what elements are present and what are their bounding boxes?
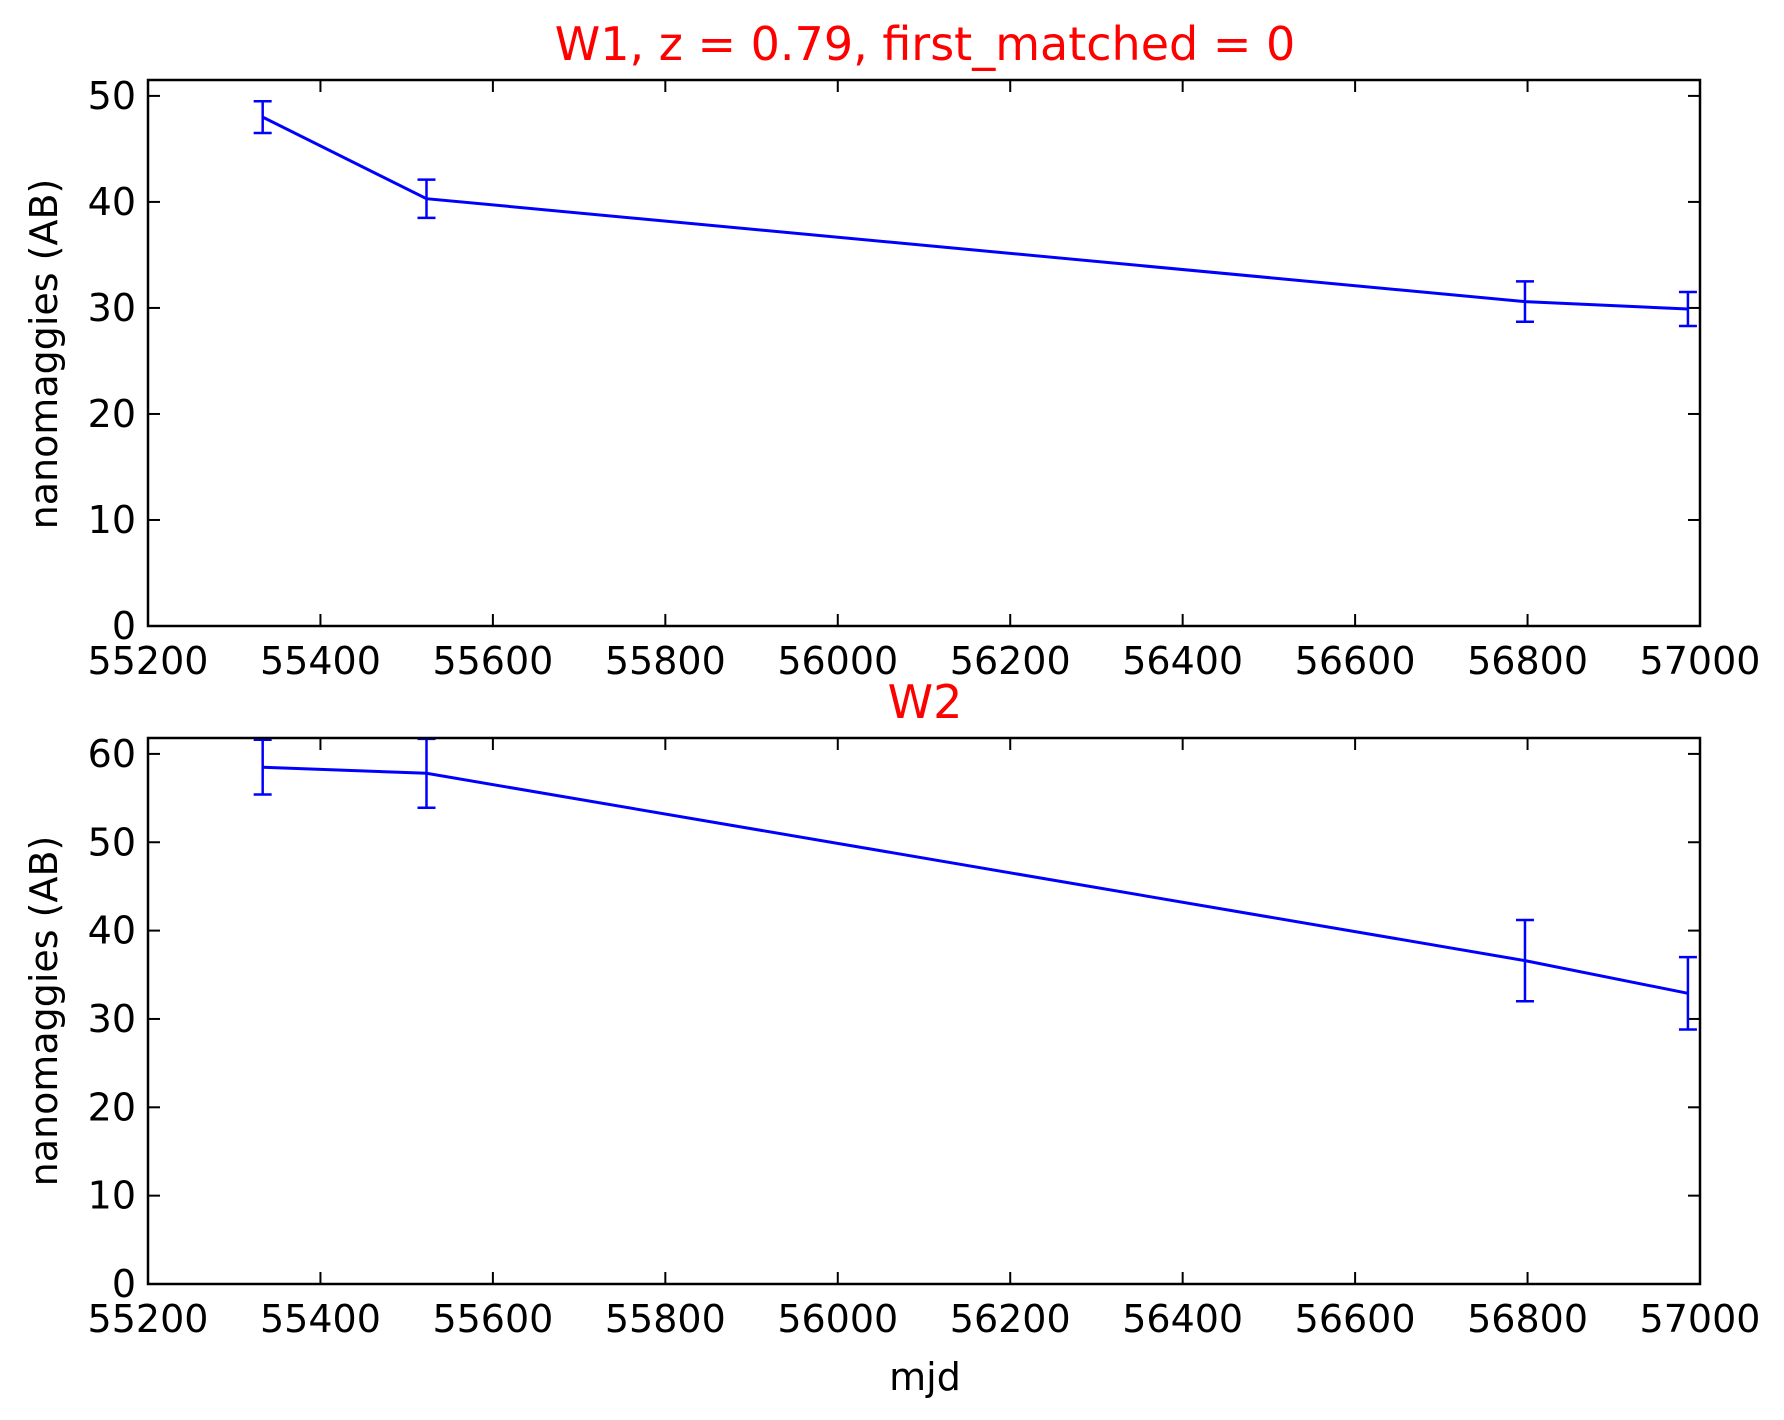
w1-title: W1, z = 0.79, first_matched = 0 (555, 17, 1296, 71)
w1-ticks: 55200 55400 55600 55800 56000 56200 56400 56600… (88, 74, 1761, 683)
w1-y-tick-label: 20 (88, 392, 136, 436)
w2-y-tick-label: 0 (112, 1262, 136, 1306)
w2-ticks: 55200 55400 55600 55800 56000 56200 56400 56600… (88, 732, 1761, 1341)
w2-y-tick-label: 40 (88, 909, 136, 953)
w1-x-tick-label: 55800 (605, 639, 726, 683)
w2-series-line (262, 765, 1689, 995)
w1-plot-frame (146, 78, 1702, 628)
w1-x-tick-label: 57000 (1640, 639, 1761, 683)
w1-x-tick-label: 56200 (950, 639, 1071, 683)
w2-title: W2 (888, 675, 963, 729)
w1-x-tick-label: 55600 (432, 639, 553, 683)
w1-y-tick-label: 10 (88, 498, 136, 542)
w2-x-tick-label: 56200 (950, 1297, 1071, 1341)
w1-panel: W1, z = 0.79, first_matched = 0 nanomagg… (22, 17, 1760, 683)
w2-x-tick-label: 57000 (1640, 1297, 1761, 1341)
w2-x-tick-label: 56800 (1467, 1297, 1588, 1341)
w1-x-tick-label: 56600 (1295, 639, 1416, 683)
w2-y-tick-label: 30 (88, 997, 136, 1041)
w1-y-tick-label: 0 (112, 604, 136, 648)
w2-y-tick-label: 60 (88, 732, 136, 776)
w1-x-tick-label: 56000 (777, 639, 898, 683)
w2-x-tick-label: 55400 (260, 1297, 381, 1341)
w2-x-tick-label: 55600 (432, 1297, 553, 1341)
w2-y-tick-label: 20 (88, 1085, 136, 1129)
w1-x-tick-label: 56800 (1467, 639, 1588, 683)
w1-x-tick-label: 56400 (1122, 639, 1243, 683)
w2-x-tick-label: 55200 (88, 1297, 209, 1341)
w2-x-tick-label: 56000 (777, 1297, 898, 1341)
w2-panel: W2 nanomaggies (AB) mjd 55200 55400 55600 5… (22, 675, 1760, 1399)
w1-x-tick-label: 55400 (260, 639, 381, 683)
w2-y-axis-label: nanomaggies (AB) (22, 836, 66, 1187)
w1-series-line (262, 115, 1688, 311)
w2-x-axis-label: mjd (889, 1355, 961, 1399)
w2-x-tick-label: 56600 (1295, 1297, 1416, 1341)
w2-data-marks (253, 737, 1697, 1031)
w2-x-tick-label: 56400 (1122, 1297, 1243, 1341)
w1-y-tick-label: 40 (88, 180, 136, 224)
w2-x-tick-label: 55800 (605, 1297, 726, 1341)
w2-y-tick-label: 50 (88, 820, 136, 864)
w1-y-tick-label: 30 (88, 286, 136, 330)
w2-y-tick-label: 10 (88, 1174, 136, 1218)
w2-plot-frame (146, 736, 1702, 1286)
w1-y-axis-label: nanomaggies (AB) (22, 179, 66, 530)
w1-y-tick-label: 50 (88, 74, 136, 118)
w1-x-tick-label: 55200 (88, 639, 209, 683)
w1-data-marks (253, 99, 1697, 328)
